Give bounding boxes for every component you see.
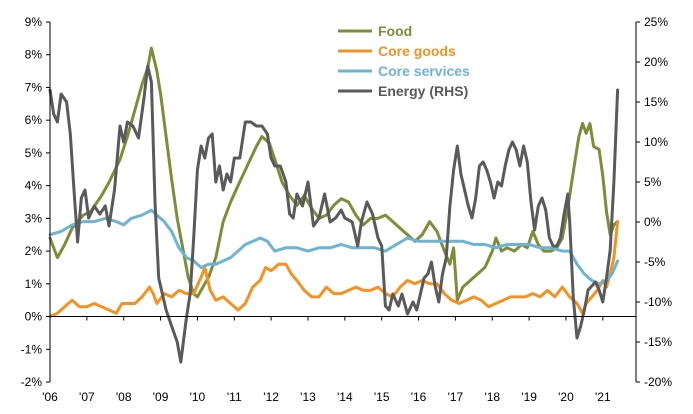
left-tick-label: -1%	[21, 342, 43, 356]
right-tick-label: -20%	[644, 375, 672, 389]
right-tick-label: -5%	[644, 255, 666, 269]
right-tick-label: -10%	[644, 295, 672, 309]
right-tick-label: 5%	[644, 175, 662, 189]
x-tick-label: '10	[190, 390, 206, 404]
left-tick-label: 9%	[25, 15, 43, 29]
x-tick-label: '20	[558, 390, 574, 404]
x-tick-label: '15	[374, 390, 390, 404]
x-axis-ticks: '06 '07 '08 '09 '10 '11 '12 '13 '14 '15 '16 '17 '18 '…	[42, 316, 611, 404]
legend-label: Energy (RHS)	[378, 83, 468, 99]
right-tick-label: 20%	[644, 55, 668, 69]
left-tick-label: 4%	[25, 179, 43, 193]
legend-label: Core services	[378, 63, 470, 79]
left-tick-label: -2%	[21, 375, 43, 389]
x-tick-label: '13	[300, 390, 316, 404]
right-tick-label: 25%	[644, 15, 668, 29]
series-line-food	[48, 46, 620, 302]
x-tick-label: '08	[116, 390, 132, 404]
left-tick-label: 7%	[25, 80, 43, 94]
series-line-core-goods	[48, 220, 620, 318]
x-tick-label: '16	[411, 390, 427, 404]
series-line-core-services	[48, 208, 620, 286]
x-tick-label: '11	[227, 390, 242, 404]
x-tick-label: '09	[153, 390, 169, 404]
left-axis-ticks: -2% -1% 0% 1% 2% 3% 4% 5% 6% 7% 8% 9%	[21, 15, 50, 389]
right-tick-label: 10%	[644, 135, 668, 149]
left-tick-label: 6%	[25, 113, 43, 127]
left-tick-label: 2%	[25, 244, 43, 258]
axes	[49, 22, 637, 382]
right-axis-ticks: -20% -15% -10% -5% 0% 5% 10% 15% 20% 25%	[636, 15, 672, 389]
x-tick-label: '07	[79, 390, 95, 404]
series-line-energy-rhs	[48, 64, 620, 364]
chart-legend: Food Core goods Core services Energy (RHS)	[338, 23, 470, 99]
right-tick-label: -15%	[644, 335, 672, 349]
left-tick-label: 0%	[25, 310, 43, 324]
x-tick-label: '12	[263, 390, 279, 404]
left-tick-label: 8%	[25, 48, 43, 62]
plot-lines	[48, 46, 620, 364]
left-tick-label: 5%	[25, 146, 43, 160]
x-tick-label: '06	[42, 390, 58, 404]
right-tick-label: 15%	[644, 95, 668, 109]
right-tick-label: 0%	[644, 215, 662, 229]
x-tick-label: '21	[595, 390, 611, 404]
x-tick-label: '17	[448, 390, 464, 404]
x-tick-label: '14	[337, 390, 353, 404]
x-tick-label: '18	[484, 390, 500, 404]
x-tick-label: '19	[521, 390, 537, 404]
legend-label: Food	[378, 23, 412, 39]
left-tick-label: 3%	[25, 211, 43, 225]
legend-label: Core goods	[378, 43, 456, 59]
left-tick-label: 1%	[25, 277, 43, 291]
